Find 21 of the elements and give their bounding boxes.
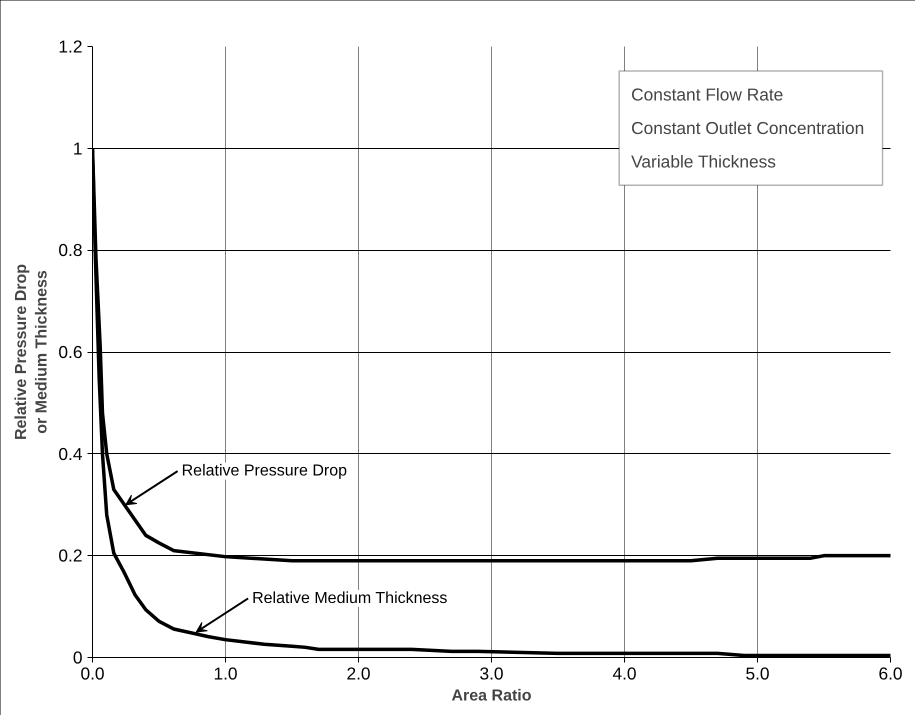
y-tick-label: 0.2 (58, 546, 83, 566)
x-axis-title: Area Ratio (451, 688, 532, 704)
x-tick-label: 6.0 (878, 664, 903, 684)
annotation: Variable Thickness (631, 152, 776, 172)
x-tick-label: 2.0 (346, 664, 371, 684)
x-tick-label: 3.0 (479, 664, 504, 684)
y-axis-title: Relative Pressure Drop or Medium Thickness (13, 264, 50, 440)
x-tick-label: 1.0 (213, 664, 238, 684)
y-tick-label: 1 (72, 138, 83, 158)
annotation: Relative Pressure Drop (182, 462, 348, 480)
y-tick-label: 0 (72, 648, 83, 668)
y-tick-label: 0.4 (58, 444, 83, 464)
annotation: Constant Outlet Concentration (631, 118, 864, 138)
x-tick-label: 0.0 (80, 664, 105, 684)
x-tick-label: 5.0 (745, 664, 770, 684)
y-tick-label: 1.2 (58, 36, 83, 56)
annotation: Constant Flow Rate (631, 84, 784, 104)
y-tick-label: 0.8 (58, 240, 83, 260)
x-tick-label: 4.0 (612, 664, 637, 684)
y-tick-label: 0.6 (58, 342, 83, 362)
annotation: Relative Medium Thickness (252, 590, 448, 607)
